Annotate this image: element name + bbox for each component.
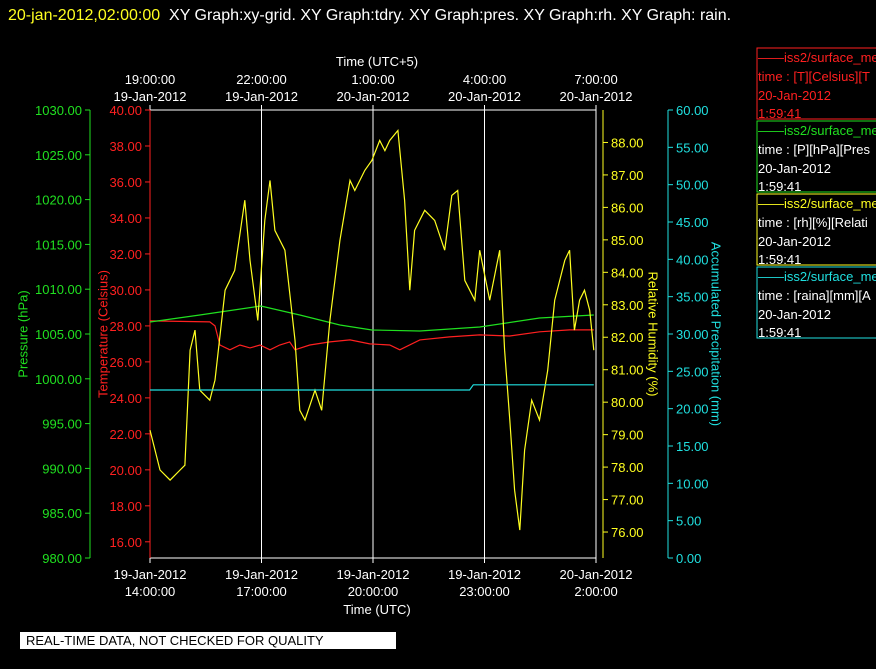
y-tick-label: 83.00 [611, 298, 644, 313]
legend-time: 1:59:41 [758, 252, 801, 267]
y-tick-label: 1005.00 [35, 327, 82, 342]
y-tick-label: 88.00 [611, 135, 644, 150]
note: REAL-TIME DATA, NOT CHECKED FOR QUALITY [26, 633, 324, 648]
y-tick-label: 80.00 [611, 395, 644, 410]
series-line [149, 128, 595, 531]
y-tick-label: 60.00 [676, 103, 709, 118]
y-axis-title: Accumulated Precipitation (mm) [709, 242, 724, 426]
y-tick-label: 24.00 [109, 391, 142, 406]
y-tick-label: 28.00 [109, 319, 142, 334]
y-tick-label: 78.00 [611, 460, 644, 475]
series-line [150, 384, 594, 391]
legend-date: 20-Jan-2012 [758, 161, 831, 176]
legend-detail: time : [T][Celsius][T [758, 69, 870, 84]
y-tick-label: 1015.00 [35, 237, 82, 252]
legend-name: ——iss2/surface_me [758, 50, 876, 65]
legend-time: 1:59:41 [758, 106, 801, 121]
legend-detail: time : [raina][mm][A [758, 288, 871, 303]
x-tick-label: 19-Jan-2012 23:00:00 [448, 567, 521, 599]
y-tick-label: 990.00 [42, 461, 82, 476]
top-tick-label: 22:00:00 19-Jan-2012 [225, 72, 298, 104]
y-tick-label: 18.00 [109, 499, 142, 514]
y-tick-label: 79.00 [611, 428, 644, 443]
y-tick-label: 87.00 [611, 168, 644, 183]
y-tick-label: 86.00 [611, 200, 644, 215]
legend-box [756, 193, 876, 266]
y-tick-label: 84.00 [611, 265, 644, 280]
legend-name: ——iss2/surface_me [758, 196, 876, 211]
legend-name: ——iss2/surface_me [758, 123, 876, 138]
top-axis-title: Time (UTC+5) [336, 54, 418, 69]
y-tick-label: 1020.00 [35, 193, 82, 208]
series-line [149, 320, 594, 351]
y-tick-label: 32.00 [109, 247, 142, 262]
legend-date: 20-Jan-2012 [758, 88, 831, 103]
x-tick-label: 19-Jan-2012 20:00:00 [337, 567, 410, 599]
y-tick-label: 36.00 [109, 175, 142, 190]
y-tick-label: 0.00 [676, 551, 701, 566]
title: 20-jan-2012,02:00:00 [8, 7, 161, 24]
y-tick-label: 15.00 [676, 439, 709, 454]
y-tick-label: 34.00 [109, 211, 142, 226]
x-axis-title: Time (UTC) [343, 602, 410, 617]
y-axis-title: Relative Humidity (%) [646, 272, 661, 397]
y-tick-label: 25.00 [676, 364, 709, 379]
y-tick-label: 40.00 [109, 103, 142, 118]
top-tick-label: 4:00:00 20-Jan-2012 [448, 72, 521, 104]
y-tick-label: 81.00 [611, 363, 644, 378]
y-tick-label: 55.00 [676, 140, 709, 155]
y-tick-label: 20.00 [676, 402, 709, 417]
y-tick-label: 1010.00 [35, 282, 82, 297]
y-tick-label: 45.00 [676, 215, 709, 230]
y-tick-label: 77.00 [611, 493, 644, 508]
y-tick-label: 30.00 [109, 283, 142, 298]
top-tick-label: 1:00:00 20-Jan-2012 [337, 72, 410, 104]
legend-box [756, 120, 876, 193]
subtitle: XY Graph:xy-grid. XY Graph:tdry. XY Grap… [169, 7, 732, 24]
series-line [149, 305, 594, 332]
legend-date: 20-Jan-2012 [758, 307, 831, 322]
y-tick-label: 5.00 [676, 514, 701, 529]
note-box [20, 632, 396, 649]
legend-date: 20-Jan-2012 [758, 234, 831, 249]
y-tick-label: 995.00 [42, 417, 82, 432]
legend-detail: time : [P][hPa][Pres [758, 142, 870, 157]
y-tick-label: 76.00 [611, 525, 644, 540]
y-tick-label: 16.00 [109, 535, 142, 550]
y-axis-title: Temperature (Celsius) [95, 270, 110, 398]
y-tick-label: 40.00 [676, 252, 709, 267]
y-tick-label: 22.00 [109, 427, 142, 442]
legend-box [756, 266, 876, 339]
y-tick-label: 35.00 [676, 290, 709, 305]
y-tick-label: 20.00 [109, 463, 142, 478]
y-tick-label: 980.00 [42, 551, 82, 566]
y-tick-label: 30.00 [676, 327, 709, 342]
y-axis-title: Pressure (hPa) [15, 290, 30, 377]
legend-detail: time : [rh][%][Relati [758, 215, 868, 230]
top-tick-label: 7:00:00 20-Jan-2012 [560, 72, 633, 104]
y-tick-label: 1025.00 [35, 148, 82, 163]
y-tick-label: 26.00 [109, 355, 142, 370]
x-tick-label: 19-Jan-2012 14:00:00 [114, 567, 187, 599]
y-tick-label: 1000.00 [35, 372, 82, 387]
legend-name: ——iss2/surface_me [758, 269, 876, 284]
header: 20-jan-2012,02:00:00 XY Graph:xy-grid. X… [8, 2, 848, 29]
x-tick-label: 20-Jan-2012 2:00:00 [560, 567, 633, 599]
y-tick-label: 38.00 [109, 139, 142, 154]
y-tick-label: 82.00 [611, 330, 644, 345]
legend-time: 1:59:41 [758, 179, 801, 194]
y-tick-label: 10.00 [676, 476, 709, 491]
y-tick-label: 1030.00 [35, 103, 82, 118]
y-tick-label: 85.00 [611, 233, 644, 248]
x-tick-label: 19-Jan-2012 17:00:00 [225, 567, 298, 599]
legend-box [756, 47, 876, 120]
y-tick-label: 985.00 [42, 506, 82, 521]
y-tick-label: 50.00 [676, 178, 709, 193]
legend-time: 1:59:41 [758, 325, 801, 340]
top-tick-label: 19:00:00 19-Jan-2012 [114, 72, 187, 104]
